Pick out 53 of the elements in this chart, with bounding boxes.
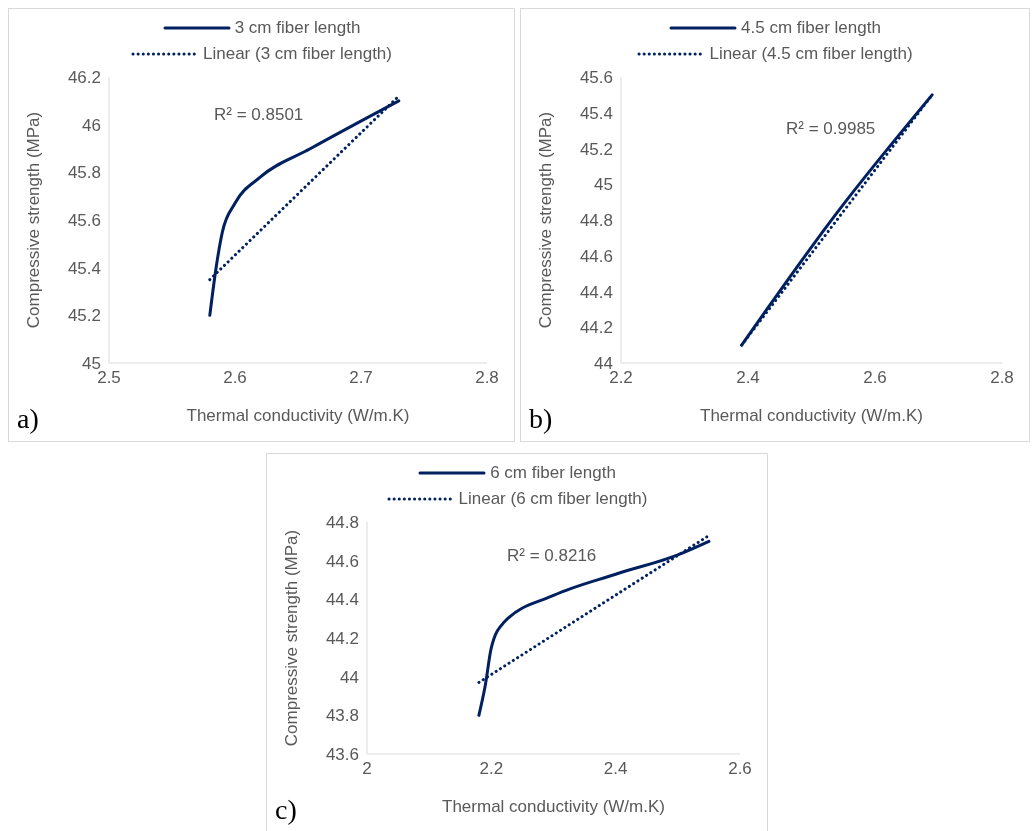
- annotation: R² = 0.9985: [786, 119, 876, 139]
- y-tick-label: 44.6: [325, 551, 359, 571]
- x-tick-label: 2.6: [863, 368, 887, 388]
- y-tick-label: 44.2: [579, 318, 613, 338]
- y-tick-label: 45.2: [67, 306, 101, 326]
- text: c): [275, 794, 297, 826]
- x-tick-label: 2: [362, 759, 372, 779]
- x-tick-label: 2.6: [223, 368, 247, 388]
- legend-label: 3 cm fiber length: [234, 18, 361, 38]
- x-tick-label: 2.6: [728, 759, 752, 779]
- text: a): [17, 403, 39, 435]
- y-tick-label: 44.8: [325, 513, 359, 533]
- y-tick-label: 45.6: [67, 211, 101, 231]
- y-tick-label: 44: [340, 667, 359, 687]
- y-tick-label: 44.6: [579, 246, 613, 266]
- x-tick-label: 2.7: [349, 368, 373, 388]
- y-tick-label: 44.2: [325, 629, 359, 649]
- y-tick-label: 46.2: [67, 68, 101, 88]
- annotation: R² = 0.8216: [507, 546, 597, 566]
- x-tick-label: 2.5: [97, 368, 121, 388]
- x-tick-label: 2.4: [736, 368, 760, 388]
- legend-label: Linear (4.5 cm fiber length): [709, 44, 913, 64]
- y-tick-label: 45: [594, 175, 613, 195]
- x-axis-title: Thermal conductivity (W/m.K): [700, 406, 923, 425]
- y-tick-label: 45.2: [579, 139, 613, 159]
- y-axis-title: Compressive strength (MPa): [282, 529, 302, 747]
- x-axis-title: Thermal conductivity (W/m.K): [442, 797, 665, 816]
- line-series: [208, 99, 401, 317]
- y-tick-label: 46: [82, 115, 101, 135]
- legend-label: Linear (3 cm fiber length): [203, 44, 392, 64]
- y-tick-label: 45.8: [67, 163, 101, 183]
- legend-label: 4.5 cm fiber length: [741, 18, 881, 38]
- y-axis-title: Compressive strength (MPa): [536, 111, 556, 329]
- annotation: R² = 0.8501: [214, 105, 304, 125]
- y-tick-label: 44.4: [579, 282, 613, 302]
- x-tick-label: 2.4: [603, 759, 628, 779]
- y-tick-label: 43.6: [325, 745, 359, 765]
- y-tick-label: 45.4: [67, 258, 101, 278]
- y-tick-label: 44.8: [579, 211, 613, 231]
- x-tick-label: 2.2: [479, 759, 504, 779]
- y-tick-label: 45.4: [579, 103, 613, 123]
- x-tick-label: 2.8: [475, 368, 499, 388]
- y-tick-label: 43.8: [325, 706, 359, 726]
- y-axis-title: Compressive strength (MPa): [24, 111, 44, 329]
- y-tick-label: 45.6: [579, 68, 613, 88]
- legend-label: Linear (6 cm fiber length): [458, 489, 648, 509]
- text: b): [529, 403, 553, 435]
- y-tick-label: 44.4: [325, 590, 359, 610]
- line-series: [477, 539, 711, 717]
- x-tick-label: 2.8: [990, 368, 1014, 388]
- x-axis-title: Thermal conductivity (W/m.K): [186, 406, 410, 425]
- x-tick-label: 2.2: [609, 368, 633, 388]
- legend-label: 6 cm fiber length: [490, 463, 616, 483]
